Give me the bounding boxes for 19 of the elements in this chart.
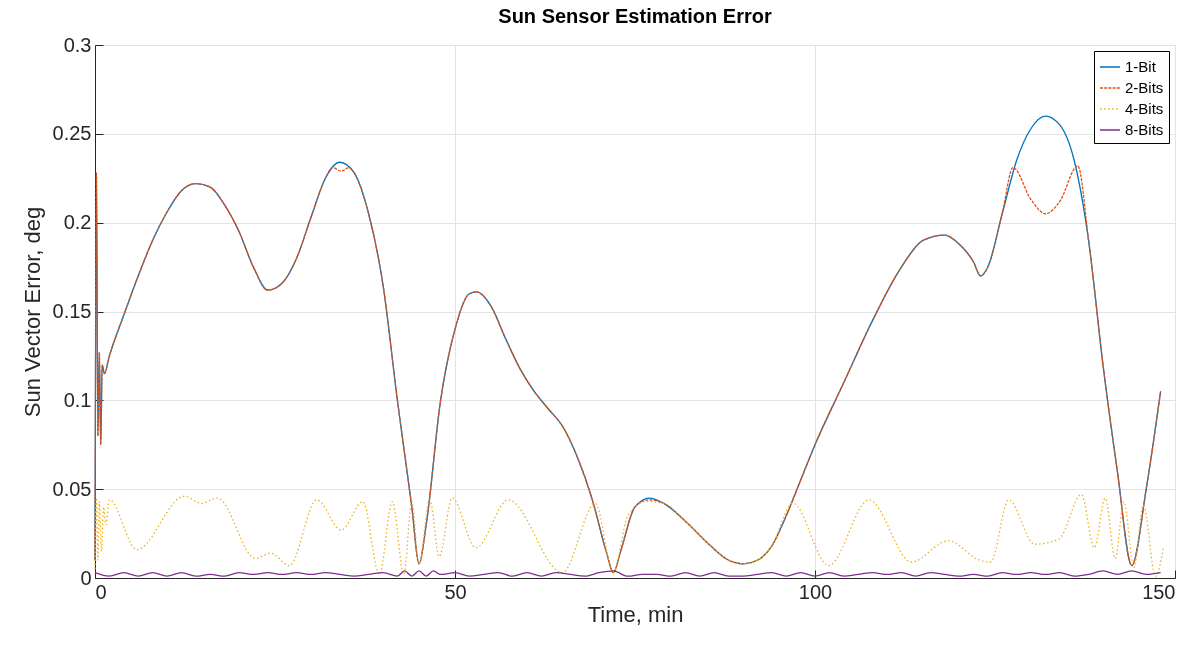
x-tick-label: 150 [1142, 580, 1176, 603]
legend-label: 4-Bits [1125, 100, 1164, 117]
y-tick-label: 0 [80, 566, 92, 589]
legend-label: 2-Bits [1125, 79, 1164, 96]
x-tick-label: 0 [95, 580, 107, 603]
y-tick-label: 0.3 [63, 33, 92, 56]
x-tick-label: 50 [444, 580, 467, 603]
legend-label: 1-Bit [1125, 58, 1157, 75]
y-tick-label: 0.2 [63, 211, 92, 234]
line-series [94, 493, 1165, 577]
x-axis-title: Time, min [587, 601, 684, 627]
y-tick-label: 0.25 [52, 122, 92, 145]
x-tick-label: 100 [798, 580, 833, 603]
chart-title: Sun Sensor Estimation Error [498, 5, 772, 27]
y-axis-title: Sun Vector Error, deg [19, 206, 45, 418]
y-tick-label: 0.1 [63, 388, 92, 411]
y-tick-label: 0.05 [52, 477, 92, 500]
legend-label: 8-Bits [1125, 121, 1164, 138]
y-tick-label: 0.15 [52, 300, 92, 322]
